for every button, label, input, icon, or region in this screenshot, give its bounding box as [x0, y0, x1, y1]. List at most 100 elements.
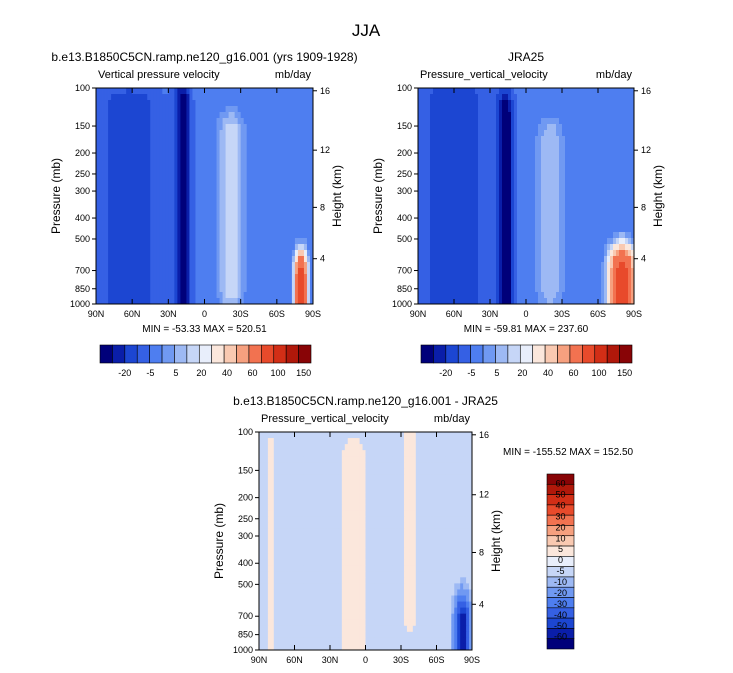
field-cell	[625, 232, 629, 239]
field-cell	[108, 94, 112, 101]
field-cell	[517, 112, 521, 119]
field-cell	[291, 208, 296, 215]
field-cell	[291, 238, 296, 245]
field-cell	[454, 202, 458, 209]
field-cell	[243, 184, 248, 191]
field-cell	[228, 166, 233, 173]
field-cell	[553, 214, 557, 221]
field-cell	[285, 106, 290, 113]
field-cell	[246, 298, 251, 305]
field-cell	[198, 226, 202, 233]
field-cell	[559, 220, 563, 227]
field-cell	[490, 100, 494, 107]
field-cell	[559, 196, 563, 203]
field-cell	[445, 214, 449, 221]
field-cell	[523, 136, 527, 143]
field-cell	[117, 274, 121, 281]
field-cell	[487, 154, 491, 161]
y-tick-label: 250	[75, 169, 90, 179]
field-cell	[189, 244, 193, 251]
field-cell	[165, 268, 169, 275]
field-cell	[613, 238, 617, 245]
field-cell	[231, 88, 236, 95]
field-cell	[430, 220, 434, 227]
field-cell	[583, 250, 587, 257]
field-cell	[174, 214, 178, 221]
field-cell	[222, 172, 226, 179]
field-cell	[207, 160, 211, 167]
field-cell	[475, 106, 479, 113]
field-cell	[162, 94, 166, 101]
field-cell	[520, 118, 524, 125]
field-cell	[171, 172, 175, 179]
field-cell	[517, 172, 521, 179]
field-cell	[210, 112, 214, 119]
field-cell	[288, 244, 293, 251]
field-cell	[481, 130, 485, 137]
field-cell	[460, 244, 464, 251]
field-cell	[556, 124, 560, 131]
field-cell	[102, 184, 106, 191]
field-cell	[156, 88, 160, 95]
field-cell	[532, 268, 536, 275]
field-cell	[511, 214, 515, 221]
field-cell	[282, 244, 287, 251]
field-cell	[562, 100, 566, 107]
field-cell	[478, 148, 482, 155]
y2-tick-label: 8	[320, 202, 325, 212]
field-cell	[589, 136, 593, 143]
field-cell	[156, 292, 160, 299]
panels-group: b.e13.B1850C5CN.ramp.ne120_g16.001 (yrs …	[49, 50, 665, 665]
field-cell	[490, 112, 494, 119]
field-cell	[204, 184, 208, 191]
field-cell	[583, 220, 587, 227]
field-cell	[303, 280, 308, 287]
field-cell	[445, 226, 449, 233]
field-cell	[604, 190, 608, 197]
field-cell	[496, 214, 500, 221]
field-cell	[607, 268, 611, 275]
field-cell	[297, 112, 302, 119]
field-cell	[300, 274, 305, 281]
field-cell	[225, 178, 230, 185]
field-cell	[553, 196, 557, 203]
field-cell	[177, 142, 181, 149]
field-cell	[138, 172, 142, 179]
field-cell	[240, 286, 245, 293]
field-cell	[252, 226, 257, 233]
field-cell	[237, 124, 242, 131]
field-cell	[147, 148, 151, 155]
field-cell	[457, 148, 461, 155]
field-cell	[610, 208, 614, 215]
field-cell	[195, 262, 199, 269]
colorbar-box	[298, 344, 312, 364]
field-cell	[189, 130, 193, 137]
field-cell	[595, 112, 599, 119]
field-cell	[571, 232, 575, 239]
field-cell	[616, 250, 620, 257]
field-cell	[270, 142, 275, 149]
field-cell	[430, 172, 434, 179]
field-cell	[123, 244, 127, 251]
field-cell	[282, 286, 287, 293]
field-cell	[442, 142, 446, 149]
field-cell	[436, 250, 440, 257]
field-cell	[240, 268, 245, 275]
field-cell	[189, 202, 193, 209]
x-tick-label: 60N	[124, 309, 141, 319]
field-cell	[472, 172, 476, 179]
field-cell	[129, 118, 133, 125]
field-cell	[484, 226, 488, 233]
field-cell	[99, 220, 103, 227]
field-cell	[231, 142, 236, 149]
field-cell	[159, 238, 163, 245]
field-cell	[300, 100, 305, 107]
field-cell	[499, 136, 503, 143]
field-cell	[114, 268, 118, 275]
field-cell	[529, 190, 533, 197]
field-cell	[186, 226, 190, 233]
field-cell	[547, 88, 551, 95]
field-cell	[460, 94, 464, 101]
field-cell	[261, 232, 266, 239]
field-cell	[204, 136, 208, 143]
